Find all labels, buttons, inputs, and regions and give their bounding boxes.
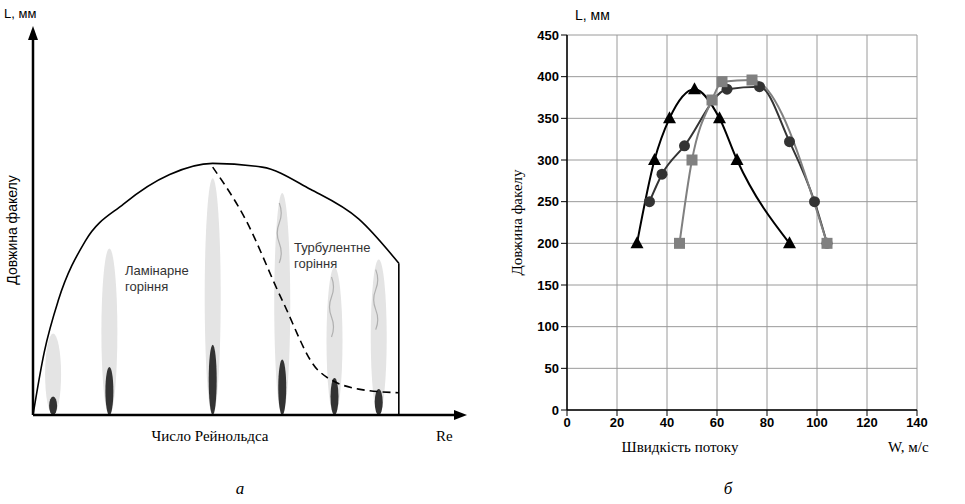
svg-text:0: 0: [563, 415, 570, 430]
svg-text:450: 450: [537, 28, 559, 43]
svg-text:300: 300: [537, 153, 559, 168]
svg-text:250: 250: [537, 194, 559, 209]
svg-text:140: 140: [906, 415, 928, 430]
svg-text:L, мм: L, мм: [4, 6, 36, 21]
svg-text:100: 100: [806, 415, 828, 430]
svg-text:Довжина факелу: Довжина факелу: [4, 175, 20, 284]
svg-text:50: 50: [545, 361, 559, 376]
svg-text:40: 40: [660, 415, 674, 430]
svg-text:L, мм: L, мм: [575, 7, 610, 23]
svg-text:200: 200: [537, 236, 559, 251]
svg-text:Довжина факелу: Довжина факелу: [509, 169, 525, 276]
svg-text:Число Рейнольдса: Число Рейнольдса: [152, 428, 269, 444]
svg-text:60: 60: [710, 415, 724, 430]
svg-text:Re: Re: [436, 428, 453, 444]
svg-text:80: 80: [760, 415, 774, 430]
svg-text:150: 150: [537, 278, 559, 293]
svg-text:350: 350: [537, 111, 559, 126]
svg-text:0: 0: [552, 403, 559, 418]
svg-text:Турбулентнегоріння: Турбулентнегоріння: [294, 240, 371, 271]
svg-text:400: 400: [537, 69, 559, 84]
svg-text:100: 100: [537, 319, 559, 334]
svg-text:Ламінарнегоріння: Ламінарнегоріння: [125, 263, 189, 294]
svg-text:б: б: [724, 479, 733, 498]
svg-text:а: а: [236, 479, 245, 498]
svg-text:W, м/с: W, м/с: [888, 439, 929, 455]
svg-text:20: 20: [610, 415, 624, 430]
svg-text:Швидкість потоку: Швидкість потоку: [622, 439, 739, 455]
svg-text:120: 120: [856, 415, 878, 430]
